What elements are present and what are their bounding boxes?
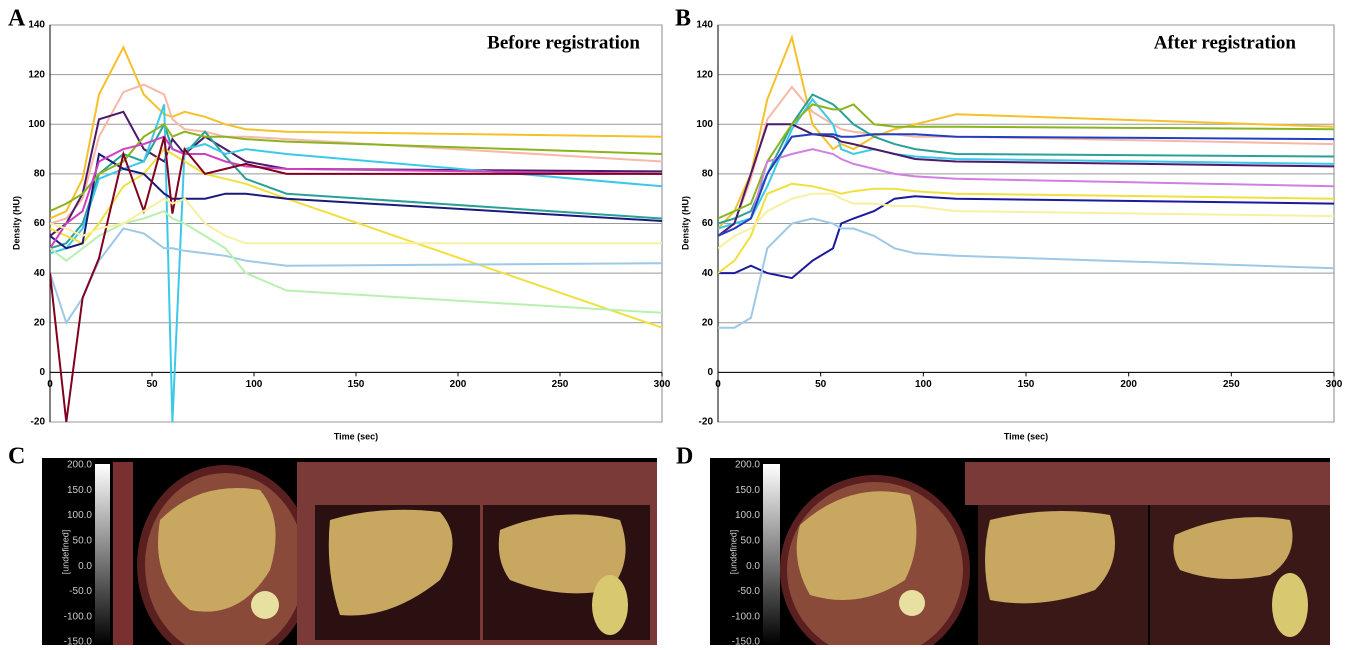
colorbar-label: -150.0 <box>732 637 761 645</box>
colorbar-title: [undefined] <box>60 530 70 575</box>
y-axis-label: Density (HU) <box>680 196 690 250</box>
x-axis-label: Time (sec) <box>334 431 378 441</box>
x-tick-label: 250 <box>552 379 569 390</box>
x-tick-label: 200 <box>1120 379 1137 390</box>
y-tick-label: 60 <box>702 218 714 229</box>
colorbar-label: 150.0 <box>67 485 92 496</box>
x-tick-label: 250 <box>1223 379 1240 390</box>
colorbar-label: -150.0 <box>64 637 93 645</box>
x-tick-label: 150 <box>348 379 365 390</box>
panel-label: D <box>676 444 693 470</box>
panel-label: B <box>675 6 691 32</box>
y-tick-label: 0 <box>707 367 713 378</box>
y-tick-label: 100 <box>696 119 713 130</box>
y-tick-label: 100 <box>28 119 45 130</box>
y-tick-label: 0 <box>39 367 45 378</box>
x-tick-label: 50 <box>815 379 827 390</box>
x-tick-label: 100 <box>915 379 932 390</box>
x-tick-label: 200 <box>450 379 467 390</box>
colorbar-label: 50.0 <box>73 536 93 547</box>
chart-title: Before registration <box>487 32 640 53</box>
colorbar-label: -50.0 <box>69 586 92 597</box>
y-tick-label: 20 <box>702 317 714 328</box>
x-tick-label: 0 <box>47 379 53 390</box>
colorbar-label: -100.0 <box>732 611 761 622</box>
colorbar-label: 50.0 <box>741 536 761 547</box>
figure: -20020406080100120140050100150200250300A… <box>0 0 1350 645</box>
colorbar-label: 200.0 <box>67 460 92 471</box>
y-tick-label: 20 <box>34 317 46 328</box>
y-tick-label: 80 <box>702 169 714 180</box>
x-tick-label: 150 <box>1018 379 1035 390</box>
y-tick-label: 120 <box>696 69 713 80</box>
panel-label: A <box>8 6 26 32</box>
x-tick-label: 100 <box>246 379 263 390</box>
colorbar-label: 0.0 <box>78 561 92 572</box>
x-tick-label: 300 <box>1326 379 1343 390</box>
colorbar-label: 100.0 <box>67 510 92 521</box>
image-panel-d <box>710 458 1330 645</box>
line-chart: -20 0 20 40 60 80 100 120 140 0 50 100 150 200 250 300 B… <box>675 6 1343 442</box>
y-tick-label: 40 <box>702 268 714 279</box>
y-tick-label: 140 <box>28 20 45 31</box>
chart-title: After registration <box>1154 32 1297 53</box>
y-tick-label: 140 <box>696 20 713 31</box>
line-chart: -20 0 20 40 60 80 100 120 140 0 50 100 150 200 250 300 A… <box>8 6 671 442</box>
y-tick-label: 80 <box>34 169 46 180</box>
x-tick-label: 50 <box>146 379 158 390</box>
y-tick-label: 40 <box>34 268 46 279</box>
y-tick-label: -20 <box>31 417 46 428</box>
colorbar-label: 0.0 <box>746 561 760 572</box>
x-tick-label: 300 <box>654 379 671 390</box>
y-tick-label: 120 <box>28 69 45 80</box>
image-panel-c <box>42 458 657 645</box>
y-tick-label: -20 <box>699 417 714 428</box>
colorbar-label: 150.0 <box>735 485 760 496</box>
colorbar-label: -50.0 <box>737 586 760 597</box>
x-tick-label: 0 <box>715 379 721 390</box>
colorbar-label: 100.0 <box>735 510 760 521</box>
panel-label: C <box>8 444 25 470</box>
colorbar-label: 200.0 <box>735 460 760 471</box>
y-axis-label: Density (HU) <box>11 196 21 250</box>
y-tick-label: 60 <box>34 218 46 229</box>
colorbar-label: -100.0 <box>64 611 93 622</box>
x-axis-label: Time (sec) <box>1004 431 1048 441</box>
colorbar-title: [undefined] <box>728 530 738 575</box>
